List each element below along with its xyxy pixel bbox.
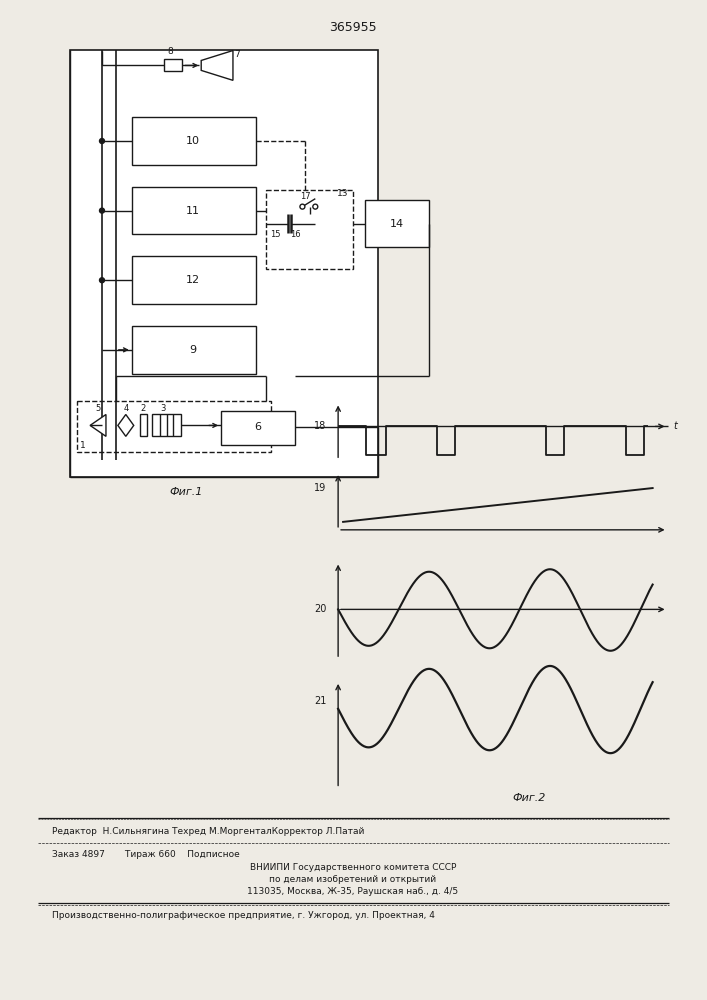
Bar [365, 200, 429, 247]
Text: по делам изобретений и открытий: по делам изобретений и открытий [269, 875, 436, 884]
Text: 17: 17 [300, 192, 310, 201]
Text: 10: 10 [186, 136, 200, 146]
Text: 14: 14 [390, 219, 404, 229]
Text: 1: 1 [80, 441, 86, 450]
Bar [70, 50, 378, 477]
Text: 5: 5 [95, 404, 100, 413]
Text: 18: 18 [314, 421, 326, 431]
Text: t: t [674, 421, 677, 431]
Text: Редактор  Н.Сильнягина Техред М.МоргенталКорректор Л.Патай: Редактор Н.Сильнягина Техред М.Моргентал… [52, 827, 365, 836]
Circle shape [300, 204, 305, 209]
Bar [132, 326, 256, 374]
Text: 2: 2 [140, 404, 146, 413]
Text: 21: 21 [314, 696, 326, 706]
Text: 113035, Москва, Ж-35, Раушская наб., д. 4/5: 113035, Москва, Ж-35, Раушская наб., д. … [247, 887, 459, 896]
Text: 13: 13 [337, 189, 348, 198]
Circle shape [100, 139, 105, 143]
Text: Производственно-полиграфическое предприятие, г. Ужгород, ул. Проектная, 4: Производственно-полиграфическое предприя… [52, 911, 436, 920]
Text: ВНИИПИ Государственного комитета СССР: ВНИИПИ Государственного комитета СССР [250, 863, 456, 872]
Bar [221, 410, 296, 445]
Text: 16: 16 [290, 230, 300, 239]
Text: 6: 6 [255, 422, 262, 432]
Bar [165, 59, 182, 71]
Bar [77, 401, 271, 452]
Bar [132, 117, 256, 165]
Text: 365955: 365955 [329, 21, 377, 34]
Bar [132, 256, 256, 304]
Text: Заказ 4897       Тираж 660    Подписное: Заказ 4897 Тираж 660 Подписное [52, 850, 240, 859]
Text: 11: 11 [186, 206, 200, 216]
Bar [132, 187, 256, 234]
Text: 3: 3 [160, 404, 165, 413]
Text: 8: 8 [168, 47, 173, 56]
Text: 7: 7 [234, 50, 240, 59]
Text: Фиг.2: Фиг.2 [512, 793, 545, 803]
Text: 20: 20 [314, 604, 326, 614]
Circle shape [312, 204, 317, 209]
Polygon shape [90, 414, 106, 436]
Text: 9: 9 [189, 345, 197, 355]
Bar [266, 190, 353, 269]
Circle shape [100, 208, 105, 213]
Text: Фиг.1: Фиг.1 [170, 487, 203, 497]
Bar [140, 414, 146, 436]
Text: 15: 15 [270, 230, 281, 239]
Text: 4: 4 [123, 404, 129, 413]
Polygon shape [118, 414, 134, 436]
Polygon shape [201, 51, 233, 80]
Circle shape [100, 278, 105, 283]
Text: 19: 19 [314, 483, 326, 493]
Bar [151, 414, 182, 436]
Text: 12: 12 [186, 275, 200, 285]
